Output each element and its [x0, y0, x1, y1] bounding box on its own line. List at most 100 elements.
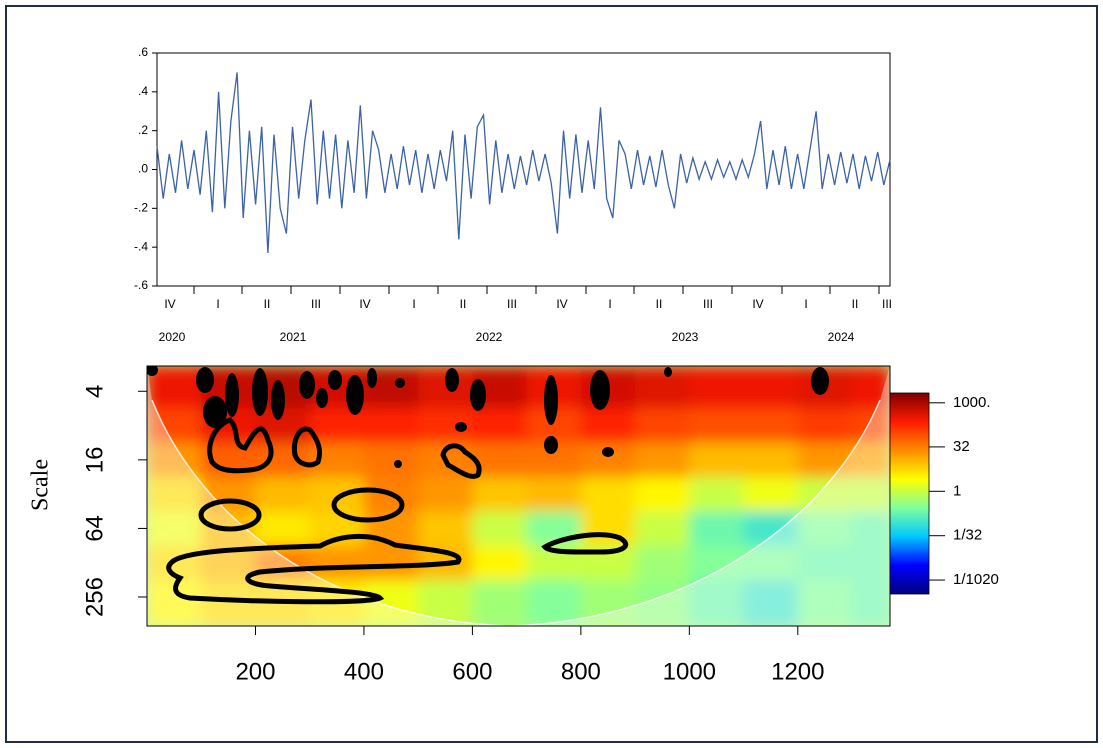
power-cell — [689, 511, 745, 547]
sig-blob — [203, 396, 227, 428]
y-tick-label: 4 — [81, 385, 108, 398]
sig-contour — [198, 498, 262, 532]
quarter-label: III — [882, 297, 892, 311]
sig-blob — [316, 388, 328, 408]
power-cell — [743, 442, 799, 478]
power-cell — [635, 366, 690, 409]
y-tick-label: .4 — [138, 84, 148, 98]
power-cell — [743, 511, 799, 547]
power-cell — [147, 408, 202, 444]
x-tick-label: 800 — [561, 658, 601, 685]
sig-blob — [664, 367, 672, 377]
power-cell — [580, 408, 636, 444]
year-label: 2020 — [159, 330, 186, 344]
quarter-label: I — [216, 297, 219, 311]
year-label: 2023 — [672, 330, 699, 344]
sig-blob — [271, 380, 285, 420]
sig-blob — [811, 367, 829, 395]
sig-blob — [455, 422, 467, 432]
power-cell — [363, 442, 419, 478]
sig-contour — [291, 426, 323, 468]
sig-blob — [196, 367, 214, 393]
power-cell — [635, 511, 690, 547]
power-cell — [852, 366, 890, 409]
sig-contour — [541, 532, 629, 555]
power-cell — [852, 408, 890, 444]
power-cell — [309, 545, 365, 581]
year-label: 2024 — [828, 330, 855, 344]
sig-blob — [602, 447, 614, 457]
sig-blob — [328, 370, 342, 390]
y-tick-label: -.4 — [134, 239, 148, 253]
power-cell — [689, 408, 745, 444]
power-cell — [797, 545, 853, 581]
sig-blob — [544, 436, 558, 454]
x-tick-label: 600 — [452, 658, 492, 685]
significance-blobs — [147, 366, 829, 468]
colorbar — [889, 392, 930, 595]
power-cell — [472, 511, 528, 547]
power-cell — [255, 442, 311, 478]
power-cell — [418, 579, 473, 626]
y-tick-label: -.2 — [134, 201, 148, 215]
quarter-label: I — [412, 297, 415, 311]
bottom-axes: 200 400 600 800 1000 1200 4 16 64 256 1000. 32 1 1/32… — [81, 385, 999, 686]
sig-contour — [207, 417, 274, 474]
power-cell — [743, 579, 799, 626]
quarter-label: IV — [556, 297, 567, 311]
power-cell — [852, 579, 890, 626]
y-tick-label: 64 — [81, 515, 108, 542]
power-cell — [743, 366, 799, 409]
sig-blob — [544, 375, 558, 425]
sig-blob — [445, 368, 459, 392]
power-cell — [635, 442, 690, 478]
sig-blob — [299, 371, 315, 399]
power-cell — [255, 476, 311, 512]
significance-contours — [166, 417, 629, 605]
power-cell — [689, 366, 745, 409]
quarter-label: I — [608, 297, 611, 311]
quarter-label: II — [264, 297, 271, 311]
power-cell — [472, 476, 528, 512]
power-cell — [255, 511, 311, 547]
power-cell — [797, 511, 853, 547]
y-tick-label: .0 — [138, 162, 148, 176]
x-tick-label: 400 — [344, 658, 384, 685]
power-cell — [255, 545, 311, 581]
colorbar-tick-label: 1 — [953, 482, 961, 499]
colorbar-tick-label: 1/32 — [953, 527, 982, 544]
power-cell — [472, 545, 528, 581]
x-tick-label: 1200 — [771, 658, 824, 685]
quarter-label: II — [852, 297, 859, 311]
y-tick-label: 256 — [81, 577, 108, 617]
series-line — [156, 72, 891, 254]
quarter-label: III — [311, 297, 321, 311]
sig-blob — [470, 379, 486, 411]
sig-contour — [331, 487, 405, 523]
power-cell — [743, 408, 799, 444]
year-label: 2021 — [280, 330, 307, 344]
power-cell — [797, 408, 853, 444]
power-cell — [689, 476, 745, 512]
power-cell — [852, 545, 890, 581]
quarter-label: IV — [752, 297, 763, 311]
sig-blob — [394, 460, 402, 468]
quarter-label: IV — [164, 297, 175, 311]
quarter-label: II — [656, 297, 663, 311]
colorbar-tick-label: 1000. — [953, 394, 991, 411]
power-cell — [635, 408, 690, 444]
power-cell — [472, 442, 528, 478]
quarter-label: II — [460, 297, 467, 311]
quarter-label: III — [507, 297, 517, 311]
colorbar-tick-label: 32 — [953, 438, 970, 455]
power-cell — [852, 442, 890, 478]
sig-blob — [225, 373, 239, 417]
quarter-label: IV — [359, 297, 370, 311]
y-axis-label: Scale — [28, 459, 54, 511]
power-cell — [526, 476, 582, 512]
power-cell — [309, 476, 365, 512]
quarter-label: III — [703, 297, 713, 311]
power-cell — [852, 476, 890, 512]
